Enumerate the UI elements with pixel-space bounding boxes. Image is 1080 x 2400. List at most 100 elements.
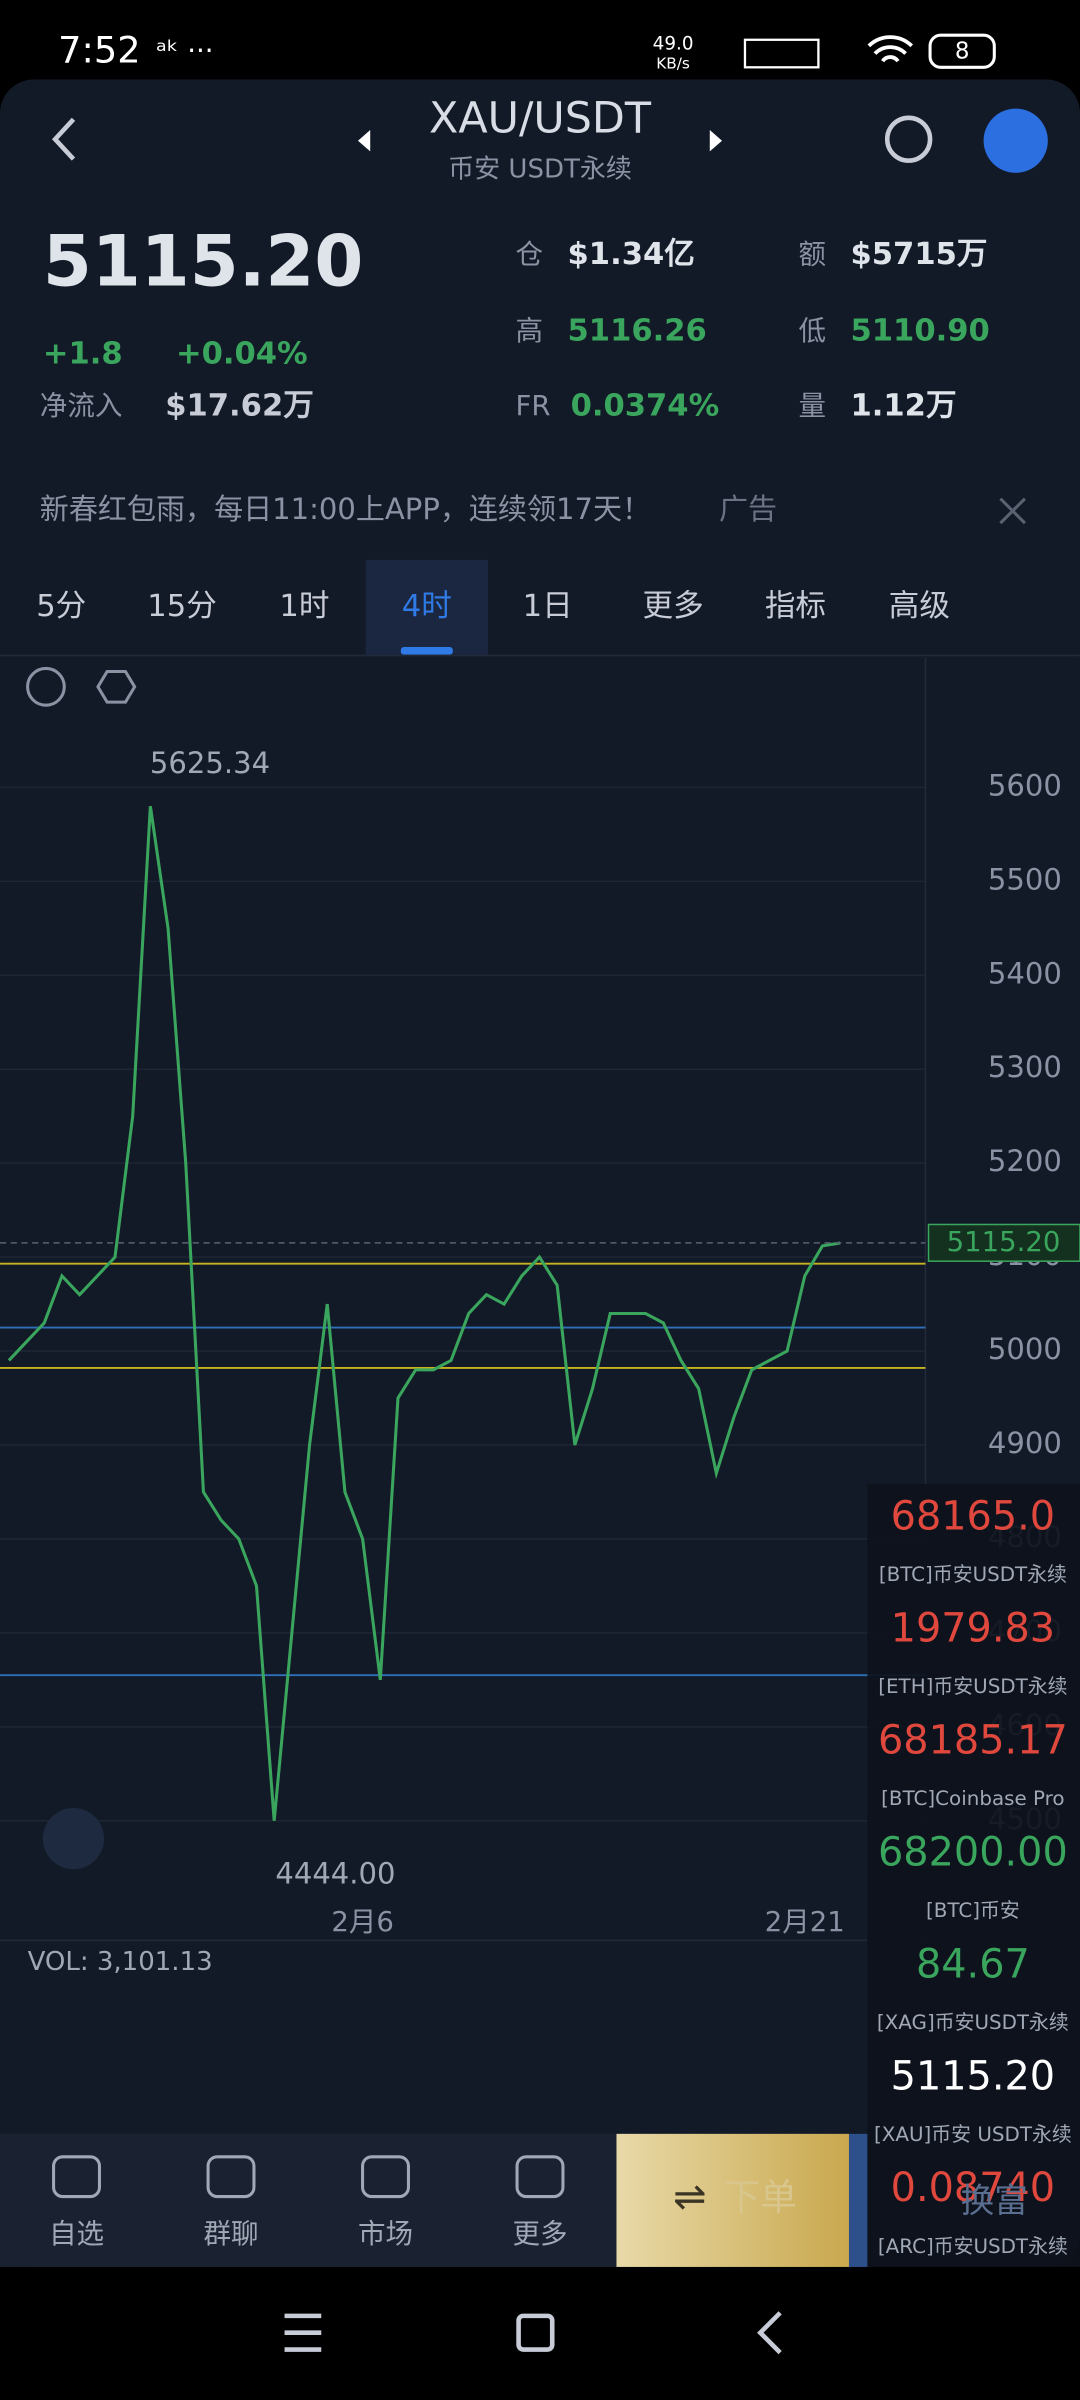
swap-label: 换富 xyxy=(961,2181,1028,2220)
back-key[interactable] xyxy=(757,2311,782,2355)
nav-items: 自选 群聊 市场 更多 xyxy=(49,2155,568,2250)
divider xyxy=(0,1939,926,1942)
tab[interactable]: 1时 xyxy=(279,589,329,624)
volume-label: VOL: 3,101.13 xyxy=(28,1947,213,1977)
status-speed: 49.0 xyxy=(653,33,694,54)
ticker-price: 84.67 xyxy=(916,1941,1030,1987)
nav-icon xyxy=(52,2155,101,2199)
status-time: 7:52 xyxy=(58,29,140,72)
y-tick-label: 5000 xyxy=(988,1332,1062,1366)
exchange: 币安 USDT永续 xyxy=(448,154,632,184)
tab[interactable]: 5分 xyxy=(36,589,86,624)
ticker-price: 68185.17 xyxy=(878,1717,1068,1763)
nav-icon xyxy=(515,2155,565,2199)
stat-value: $5715万 xyxy=(851,237,988,272)
collapse-button[interactable] xyxy=(26,666,66,707)
y-tick-label: 5400 xyxy=(988,956,1062,990)
symbol: XAU/USDT xyxy=(429,93,652,143)
high-label: 5625.34 xyxy=(150,746,270,780)
status-speed-unit: KB/s xyxy=(656,55,690,73)
next-symbol[interactable] xyxy=(709,130,723,152)
chart: 4500460047004800490050005100520053005400… xyxy=(0,657,1080,2134)
stat-label: 低 xyxy=(799,315,827,347)
stat-label: 高 xyxy=(516,315,544,347)
stat-value: 1.12万 xyxy=(851,388,957,423)
search-button[interactable] xyxy=(884,115,933,163)
ad-close[interactable] xyxy=(999,497,1026,525)
back-button[interactable] xyxy=(51,117,76,161)
ad-tag: 广告 xyxy=(719,492,777,526)
nav-label[interactable]: 市场 xyxy=(358,2218,413,2250)
expand-button[interactable] xyxy=(42,1808,105,1870)
ticker-list: 68165.0 [BTC]币安USDT永续 1979.83 [ETH]币安USDT永续… xyxy=(874,1493,1072,2257)
prev-symbol[interactable] xyxy=(357,130,371,152)
wifi-icon xyxy=(867,35,914,63)
app-background xyxy=(0,79,1080,2267)
y-tick-label: 5600 xyxy=(988,768,1062,802)
ticker-price: 5115.20 xyxy=(891,2053,1055,2099)
tab-active-bg xyxy=(365,559,488,655)
ticker-name: [XAG]币安USDT永续 xyxy=(877,2011,1069,2034)
order-icon: ⇌ xyxy=(673,2174,706,2220)
y-tick-label: 4900 xyxy=(988,1426,1062,1460)
ticker-price: 68165.0 xyxy=(891,1493,1055,1539)
ticker-price: 68200.00 xyxy=(878,1829,1068,1875)
tabs: 5分 15分 1时 4时 1日 更多 指标 高级 xyxy=(36,589,950,624)
last-price-label: 5115.20 xyxy=(947,1226,1061,1258)
tab[interactable]: 1日 xyxy=(523,589,573,624)
divider xyxy=(0,654,1080,657)
x-tick-label: 2月21 xyxy=(765,1906,845,1938)
stat-label: 仓 xyxy=(516,238,544,270)
ticker-name: [XAU]币安 USDT永续 xyxy=(874,2123,1072,2146)
settings-button[interactable] xyxy=(96,669,137,704)
ad-text: 新春红包雨，每日11:00上APP，连续领17天！ xyxy=(40,492,651,526)
menu-key[interactable] xyxy=(284,2313,322,2352)
tab[interactable]: 高级 xyxy=(889,589,950,624)
stat-value: $1.34亿 xyxy=(568,237,695,272)
y-tick-label: 5300 xyxy=(988,1050,1062,1084)
tab[interactable]: 更多 xyxy=(642,589,703,624)
nav-label[interactable]: 群聊 xyxy=(203,2218,258,2250)
stat-value: 0.0374% xyxy=(571,388,720,423)
last-price-box xyxy=(927,1223,1080,1262)
change-pct: +0.04% xyxy=(176,336,308,371)
stat-label: FR xyxy=(516,390,551,422)
tab-indicator xyxy=(400,647,453,655)
ticker-price: 1979.83 xyxy=(891,1605,1055,1651)
ticker-name: [ARC]币安USDT永续 xyxy=(878,2235,1068,2258)
order-button[interactable] xyxy=(616,2133,849,2267)
signal-icon xyxy=(743,38,820,69)
tab[interactable]: 指标 xyxy=(765,589,826,624)
change: +1.8 xyxy=(43,336,123,371)
tab[interactable]: 15分 xyxy=(147,589,217,624)
low-label: 4444.00 xyxy=(275,1856,395,1890)
ticker-name: [BTC]币安USDT永续 xyxy=(879,1563,1067,1586)
price: 5115.20 xyxy=(43,221,363,303)
price-line xyxy=(7,805,841,1821)
swap-button[interactable] xyxy=(848,2133,868,2267)
status-icon: ᵃᵏ ··· xyxy=(156,35,213,67)
stat-label: 量 xyxy=(799,390,827,422)
stat-value: 5110.90 xyxy=(851,313,990,348)
x-tick-label: 2月6 xyxy=(331,1906,394,1938)
battery-icon xyxy=(928,33,996,69)
y-tick-label: 5200 xyxy=(988,1144,1062,1178)
inflow: $17.62万 xyxy=(165,388,314,423)
nav-icon xyxy=(361,2155,410,2199)
stat-label: 额 xyxy=(799,238,827,270)
stat-value: 5116.26 xyxy=(568,313,707,348)
ticker-price: 0.08740 xyxy=(891,2165,1055,2211)
tab[interactable]: 4时 xyxy=(402,589,452,624)
ticker-name: [ETH]币安USDT永续 xyxy=(878,1675,1067,1698)
ticker-name: [BTC]Coinbase Pro xyxy=(881,1787,1064,1810)
assistant-button[interactable] xyxy=(983,108,1048,173)
ticker-panel xyxy=(867,1483,1080,2267)
y-tick-label: 5500 xyxy=(988,862,1062,896)
home-key[interactable] xyxy=(516,2313,555,2352)
nav-label[interactable]: 更多 xyxy=(512,2218,567,2250)
battery-level: 8 xyxy=(955,39,970,65)
inflow-label: 净流入 xyxy=(40,390,123,422)
nav-label[interactable]: 自选 xyxy=(49,2218,104,2250)
